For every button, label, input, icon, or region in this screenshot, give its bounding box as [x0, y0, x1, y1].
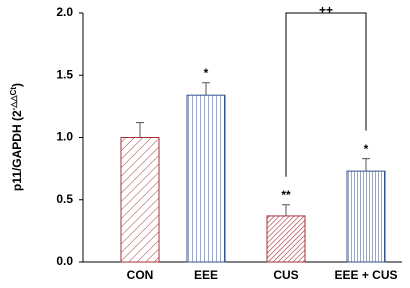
bar — [266, 215, 306, 263]
bar — [346, 170, 386, 263]
significance-mark: ** — [281, 188, 291, 202]
y-tick-label: 0.5 — [56, 192, 73, 206]
y-tick-label: 0.0 — [56, 254, 73, 268]
x-tick-label: EEE — [194, 268, 218, 282]
y-tick-label: 2.0 — [56, 5, 73, 19]
y-tick-label: 1.5 — [56, 67, 73, 81]
y-axis-label: p11/GAPDH (2-△△Ct) — [9, 83, 24, 191]
y-label-base: p11/GAPDH (2 — [10, 110, 24, 191]
bracket-label: ++ — [319, 3, 333, 17]
bar — [186, 94, 226, 263]
x-tick-label: CUS — [273, 268, 298, 282]
y-tick-label: 1.0 — [56, 130, 73, 144]
significance-mark: * — [364, 142, 369, 156]
significance-bracket — [285, 12, 367, 177]
bar — [120, 137, 160, 263]
y-label-close: ) — [10, 83, 24, 87]
significance-mark: * — [204, 66, 209, 80]
y-label-exponent: -△△Ct — [9, 87, 18, 111]
x-tick-label: CON — [127, 268, 154, 282]
x-tick-label: EEE + CUS — [334, 268, 397, 282]
